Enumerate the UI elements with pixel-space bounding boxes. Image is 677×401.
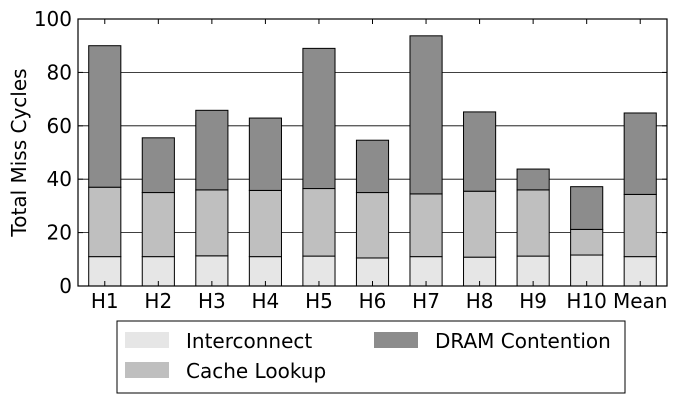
- x-tick-label: H10: [566, 289, 607, 313]
- bar-segment-cache-lookup: [141, 192, 175, 258]
- bar-segment-dram-contention: [570, 186, 604, 230]
- bar-segment-dram-contention: [409, 35, 443, 195]
- bars: [88, 35, 657, 287]
- x-tick-label: H7: [412, 289, 440, 313]
- y-tick-label: 60: [47, 114, 72, 138]
- bar-segment-dram-contention: [195, 109, 229, 191]
- x-tick-label: H5: [305, 289, 333, 313]
- bar-segment-dram-contention: [88, 45, 122, 188]
- legend-label-dram-contention: DRAM Contention: [435, 329, 611, 353]
- bar-segment-dram-contention: [463, 111, 497, 192]
- bar-segment-cache-lookup: [623, 193, 657, 258]
- legend-label-interconnect: Interconnect: [186, 329, 312, 353]
- bar-segment-cache-lookup: [302, 188, 336, 257]
- bar-segment-dram-contention: [248, 117, 282, 191]
- bar-segment-cache-lookup: [195, 189, 229, 257]
- bar-segment-cache-lookup: [409, 193, 443, 258]
- bar-segment-cache-lookup: [516, 189, 550, 257]
- y-axis: 0 20 40 60 80 100: [34, 7, 667, 298]
- x-tick-label: H2: [144, 289, 172, 313]
- x-tick-label: H8: [466, 289, 494, 313]
- x-tick-label: H6: [359, 289, 387, 313]
- y-tick-label: 0: [59, 274, 72, 298]
- legend-swatch-cache-lookup: [125, 362, 169, 378]
- legend-frame: [116, 320, 626, 394]
- x-tick-label: H1: [91, 289, 119, 313]
- bar-segment-cache-lookup: [463, 190, 497, 258]
- bar-segment-dram-contention: [302, 47, 336, 190]
- legend: Interconnect Cache Lookup DRAM Contention: [116, 320, 626, 394]
- y-tick-label: 80: [47, 60, 72, 84]
- x-tick-label: H3: [198, 289, 226, 313]
- legend-swatch-interconnect: [125, 332, 169, 348]
- bar-segment-cache-lookup: [355, 192, 390, 259]
- y-tick-label: 40: [47, 167, 72, 191]
- y-tick-label: 20: [47, 221, 72, 245]
- x-tick-label: Mean: [613, 289, 668, 313]
- bar-segment-dram-contention: [355, 139, 390, 194]
- legend-swatch-dram-contention: [374, 332, 418, 348]
- y-tick-label: 100: [34, 7, 72, 31]
- bar-segment-cache-lookup: [570, 228, 604, 256]
- bar-segment-dram-contention: [623, 112, 657, 195]
- bar-segment-dram-contention: [516, 168, 550, 191]
- y-axis-title: Total Miss Cycles: [7, 68, 31, 237]
- x-tick-label: H9: [519, 289, 547, 313]
- bar-segment-cache-lookup: [88, 186, 122, 258]
- x-tick-label: H4: [252, 289, 280, 313]
- bar-segment-dram-contention: [141, 137, 175, 194]
- legend-label-cache-lookup: Cache Lookup: [186, 359, 326, 383]
- bar-segment-interconnect: [409, 256, 443, 287]
- x-axis: H1 H2 H3 H4 H5 H6 H7 H8 H9 H10 Mean: [91, 19, 668, 313]
- bar-segment-cache-lookup: [248, 189, 282, 258]
